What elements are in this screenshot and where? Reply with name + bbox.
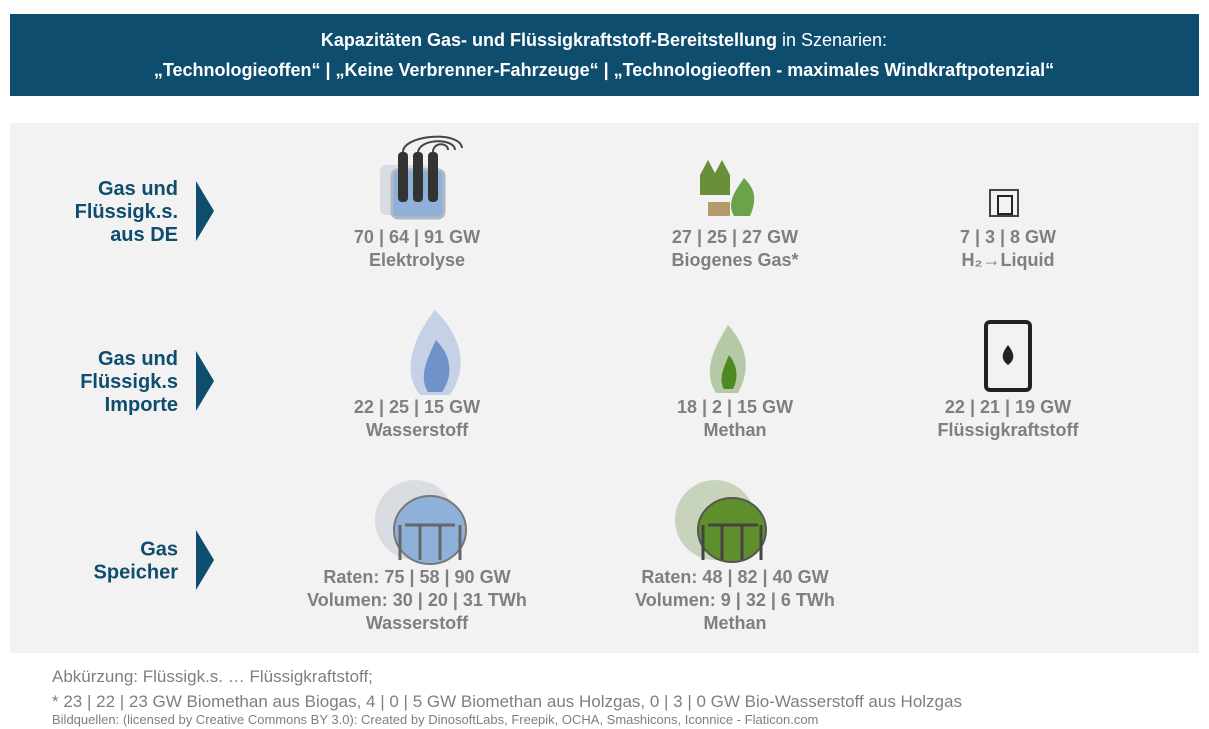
row-label: Gas und <box>98 348 178 370</box>
item-text: Volumen: 9 | 32 | 6 TWh <box>635 590 835 610</box>
item-text: Wasserstoff <box>366 613 469 633</box>
item-text: Methan <box>704 613 767 633</box>
item-text: H₂→Liquid <box>962 250 1055 270</box>
row-label: Flüssigk.s <box>80 371 178 393</box>
item-text: Elektrolyse <box>369 250 465 270</box>
item-text: 7 | 3 | 8 GW <box>960 227 1056 247</box>
row-label: Flüssigk.s. <box>75 201 178 223</box>
header-title: Kapazitäten Gas- und Flüssigkraftstoff-B… <box>321 30 887 50</box>
icon <box>413 152 423 202</box>
item-text: 27 | 25 | 27 GW <box>672 227 798 247</box>
icon <box>428 152 438 202</box>
item-text: 70 | 64 | 91 GW <box>354 227 480 247</box>
title-bold: Kapazitäten Gas- und Flüssigkraftstoff-B… <box>321 30 777 50</box>
row-label: Gas <box>140 539 178 561</box>
item-text: Volumen: 30 | 20 | 31 TWh <box>307 590 527 610</box>
icon <box>708 202 730 216</box>
row-label: Gas und <box>98 178 178 200</box>
title-rest: in Szenarien: <box>782 30 887 50</box>
item-text: 22 | 21 | 19 GW <box>945 397 1071 417</box>
item-text: Wasserstoff <box>366 420 469 440</box>
item-text: 22 | 25 | 15 GW <box>354 397 480 417</box>
icon <box>398 152 408 202</box>
row-label: Importe <box>105 394 178 416</box>
item-text: Biogenes Gas* <box>671 250 798 270</box>
item-text: Flüssigkraftstoff <box>937 420 1079 440</box>
row-label: Speicher <box>94 562 179 584</box>
footer-sources: Bildquellen: (licensed by Creative Commo… <box>52 712 818 727</box>
footer-abbreviation: Abkürzung: Flüssigk.s. … Flüssigkraftsto… <box>52 667 373 686</box>
item-text: 18 | 2 | 15 GW <box>677 397 793 417</box>
item-text: Methan <box>704 420 767 440</box>
header-band <box>10 14 1199 96</box>
icon <box>698 498 766 562</box>
header-subtitle: „Technologieoffen“ | „Keine Verbrenner-F… <box>154 60 1054 80</box>
item-text: Raten: 48 | 82 | 40 GW <box>641 567 828 587</box>
row-label: aus DE <box>110 224 178 246</box>
footer-note: * 23 | 22 | 23 GW Biomethan aus Biogas, … <box>52 692 962 711</box>
page: Kapazitäten Gas- und Flüssigkraftstoff-B… <box>0 0 1209 729</box>
icon <box>394 496 466 564</box>
item-text: Raten: 75 | 58 | 90 GW <box>323 567 510 587</box>
